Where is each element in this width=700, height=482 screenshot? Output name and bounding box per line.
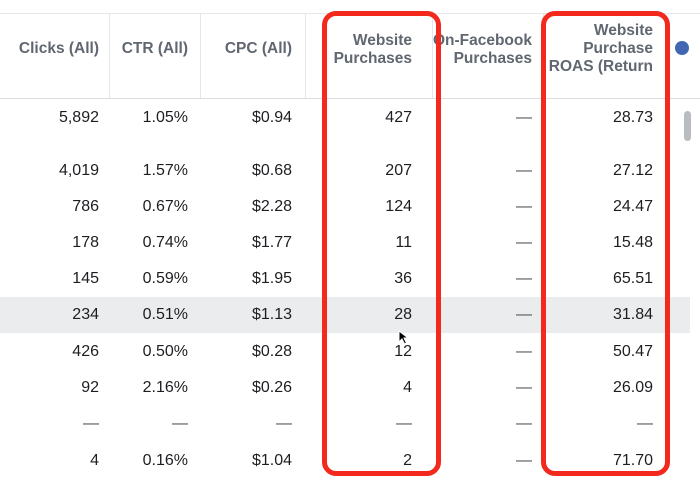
cell-clicks: — bbox=[83, 415, 99, 432]
cell-onfb-purchases: — bbox=[516, 198, 532, 215]
cell-cpc: $2.28 bbox=[251, 198, 292, 215]
cell-onfb-purchases: — bbox=[516, 162, 532, 179]
cell-clicks: 5,892 bbox=[58, 109, 99, 126]
cell-website-purchases: 12 bbox=[394, 343, 412, 360]
table-row[interactable]: 178 0.74% $1.77 11 — 15.48 bbox=[0, 225, 690, 261]
cell-onfb-purchases: — bbox=[516, 343, 532, 360]
cell-clicks: 786 bbox=[72, 198, 99, 215]
column-header-onfb-purchases[interactable]: On-Facebook Purchases bbox=[422, 32, 532, 68]
cell-ctr: 1.57% bbox=[142, 162, 188, 179]
cell-roas: 65.51 bbox=[612, 270, 653, 287]
cell-onfb-purchases: — bbox=[516, 109, 532, 126]
cell-website-purchases: 124 bbox=[385, 198, 412, 215]
cell-roas: 28.73 bbox=[612, 109, 653, 126]
cell-website-purchases: 11 bbox=[395, 234, 412, 251]
cell-clicks: 145 bbox=[72, 270, 99, 287]
cell-onfb-purchases: — bbox=[516, 306, 532, 323]
table-row[interactable]: 426 0.50% $0.28 12 — 50.47 bbox=[0, 334, 690, 370]
column-header-cpc[interactable]: CPC (All) bbox=[192, 40, 292, 58]
cell-ctr: 0.51% bbox=[142, 306, 188, 323]
cell-clicks: 234 bbox=[72, 306, 99, 323]
cell-onfb-purchases: — bbox=[516, 379, 532, 396]
column-header-roas[interactable]: Website Purchase ROAS (Return bbox=[538, 22, 653, 76]
cell-ctr: 0.16% bbox=[142, 452, 188, 469]
column-header-line: ROAS (Return bbox=[548, 58, 653, 75]
table-row[interactable]: 4,019 1.57% $0.68 207 — 27.12 bbox=[0, 153, 690, 189]
cell-onfb-purchases: — bbox=[516, 452, 532, 469]
cell-ctr: 2.16% bbox=[142, 379, 188, 396]
cell-website-purchases: 4 bbox=[403, 379, 412, 396]
column-separator bbox=[432, 14, 433, 98]
cell-onfb-purchases: — bbox=[516, 270, 532, 287]
cell-website-purchases: 36 bbox=[394, 270, 412, 287]
column-header-line: Purchases bbox=[333, 50, 412, 67]
cell-website-purchases: 28 bbox=[394, 306, 412, 323]
cell-ctr: 0.74% bbox=[142, 234, 188, 251]
mouse-cursor-icon bbox=[398, 330, 410, 345]
cell-onfb-purchases: — bbox=[516, 415, 532, 432]
cell-cpc: $0.94 bbox=[251, 109, 292, 126]
cell-roas: 15.48 bbox=[612, 234, 653, 251]
cell-website-purchases: — bbox=[396, 415, 412, 432]
cell-website-purchases: 427 bbox=[385, 109, 412, 126]
column-header-line: Website bbox=[352, 32, 412, 49]
cell-roas: 50.47 bbox=[612, 343, 653, 360]
cell-cpc: $0.26 bbox=[251, 379, 292, 396]
cell-roas: 71.70 bbox=[612, 452, 653, 469]
table-row[interactable]: — — — — — — bbox=[0, 406, 690, 442]
column-header-line: CTR (All) bbox=[121, 40, 188, 57]
table-row[interactable]: 786 0.67% $2.28 124 — 24.47 bbox=[0, 189, 690, 225]
cell-roas: — bbox=[637, 415, 653, 432]
cell-cpc: $0.68 bbox=[251, 162, 292, 179]
cell-roas: 31.84 bbox=[612, 306, 653, 323]
cell-ctr: — bbox=[172, 415, 188, 432]
column-header-line: CPC (All) bbox=[224, 40, 292, 57]
column-header-line: Website bbox=[593, 22, 653, 39]
column-header-line: On-Facebook bbox=[432, 32, 532, 49]
scrollbar-thumb[interactable] bbox=[684, 111, 691, 141]
table-row[interactable]: 234 0.51% $1.13 28 — 31.84 bbox=[0, 297, 690, 333]
cell-ctr: 0.50% bbox=[142, 343, 188, 360]
cell-roas: 27.12 bbox=[612, 162, 653, 179]
table-row[interactable]: 4 0.16% $1.04 2 — 71.70 bbox=[0, 443, 690, 479]
column-header-website-purchases[interactable]: Website Purchases bbox=[317, 32, 412, 68]
cell-cpc: $1.95 bbox=[251, 270, 292, 287]
column-separator bbox=[305, 14, 306, 98]
cell-cpc: $1.04 bbox=[251, 452, 292, 469]
roas-highlight-box bbox=[541, 11, 670, 476]
cell-roas: 26.09 bbox=[612, 379, 653, 396]
cell-onfb-purchases: — bbox=[516, 234, 532, 251]
cell-clicks: 92 bbox=[81, 379, 99, 396]
cell-clicks: 178 bbox=[72, 234, 99, 251]
cell-roas: 24.47 bbox=[612, 198, 653, 215]
column-separator bbox=[109, 14, 110, 98]
cell-cpc: $0.28 bbox=[251, 343, 292, 360]
cell-ctr: 0.67% bbox=[142, 198, 188, 215]
cell-cpc: — bbox=[276, 415, 292, 432]
cell-clicks: 4 bbox=[90, 452, 99, 469]
cell-ctr: 0.59% bbox=[142, 270, 188, 287]
cell-website-purchases: 2 bbox=[403, 452, 412, 469]
cell-cpc: $1.77 bbox=[251, 234, 292, 251]
column-header-line: Clicks (All) bbox=[18, 40, 99, 57]
column-header-line: Purchases bbox=[453, 50, 532, 67]
cell-clicks: 426 bbox=[72, 343, 99, 360]
cell-cpc: $1.13 bbox=[251, 306, 292, 323]
info-icon[interactable] bbox=[675, 41, 689, 55]
website-purchases-highlight-box bbox=[322, 11, 441, 476]
cell-website-purchases: 207 bbox=[385, 162, 412, 179]
table-row[interactable]: 5,892 1.05% $0.94 427 — 28.73 bbox=[0, 100, 690, 136]
table-row[interactable]: 145 0.59% $1.95 36 — 65.51 bbox=[0, 261, 690, 297]
cell-ctr: 1.05% bbox=[142, 109, 188, 126]
header-divider bbox=[0, 98, 700, 99]
table-row[interactable]: 92 2.16% $0.26 4 — 26.09 bbox=[0, 370, 690, 406]
cell-clicks: 4,019 bbox=[58, 162, 99, 179]
column-header-ctr[interactable]: CTR (All) bbox=[98, 40, 188, 58]
column-header-clicks[interactable]: Clicks (All) bbox=[9, 40, 99, 58]
column-separator bbox=[200, 14, 201, 98]
column-header-line: Purchase bbox=[583, 40, 653, 57]
